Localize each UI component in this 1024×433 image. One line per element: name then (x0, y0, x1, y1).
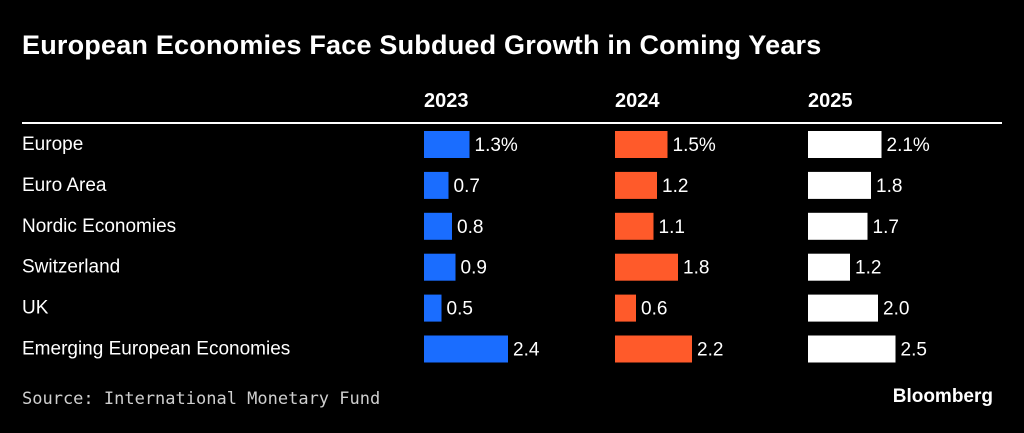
bar-2025-1 (808, 171, 871, 199)
category-label: UK (22, 298, 49, 319)
bar-2024-4 (615, 294, 636, 322)
bar-2023-0 (424, 131, 470, 158)
data-label: 1.8 (683, 258, 709, 279)
category-label: Emerging European Economies (22, 339, 290, 360)
bar-2025-5 (808, 335, 896, 363)
data-label: 1.7 (873, 217, 899, 238)
bar-2024-0 (615, 131, 668, 158)
category-labels: Europe Euro Area Nordic Economies Switzerla… (22, 134, 290, 360)
bar-2025-3 (808, 253, 850, 281)
chart-title: European Economies Face Subdued Growth i… (22, 30, 822, 60)
data-label: 1.5% (673, 135, 716, 156)
data-label: 2.0 (883, 299, 909, 320)
bars: 1.3% 1.5% 2.1% 0.7 1.2 1.8 0.8 1.1 1.7 0.9 1.8 1.2 0… (424, 131, 930, 363)
bar-2023-1 (424, 171, 449, 199)
bar-2025-4 (808, 294, 878, 322)
data-label: 1.2 (855, 258, 881, 279)
data-label: 2.4 (513, 340, 540, 361)
data-label: 2.1% (887, 135, 930, 156)
bar-2024-1 (615, 171, 657, 199)
column-headers: 2023 2024 2025 (424, 90, 853, 112)
data-label: 2.5 (901, 340, 927, 361)
data-label: 0.5 (447, 299, 473, 320)
data-label: 0.9 (461, 258, 487, 279)
data-label: 0.7 (454, 176, 480, 197)
category-label: Euro Area (22, 175, 107, 196)
column-header-2025: 2025 (808, 90, 853, 112)
bar-2023-5 (424, 335, 508, 363)
bar-2024-3 (615, 253, 678, 281)
bar-2023-4 (424, 294, 442, 322)
bar-2023-3 (424, 253, 456, 281)
category-label: Nordic Economies (22, 216, 176, 237)
data-label: 1.8 (876, 176, 902, 197)
bar-chart: 2023 2024 2025 Europe Euro Area Nordic Econo… (22, 90, 1002, 363)
bloomberg-logo: Bloomberg (892, 386, 993, 407)
data-label: 0.6 (641, 299, 667, 320)
category-label: Switzerland (22, 257, 120, 278)
column-header-2023: 2023 (424, 90, 469, 112)
bar-2023-2 (424, 212, 452, 240)
data-label: 1.3% (475, 135, 518, 156)
bar-2025-0 (808, 131, 882, 158)
source-note: Source: International Monetary Fund (22, 389, 381, 409)
data-label: 1.2 (662, 176, 688, 197)
data-label: 2.2 (697, 340, 723, 361)
category-label: Europe (22, 134, 83, 155)
column-header-2024: 2024 (615, 90, 660, 112)
bar-2024-5 (615, 335, 692, 363)
bar-2024-2 (615, 212, 654, 240)
data-label: 1.1 (659, 217, 685, 238)
bar-2025-2 (808, 212, 868, 240)
data-label: 0.8 (457, 217, 483, 238)
